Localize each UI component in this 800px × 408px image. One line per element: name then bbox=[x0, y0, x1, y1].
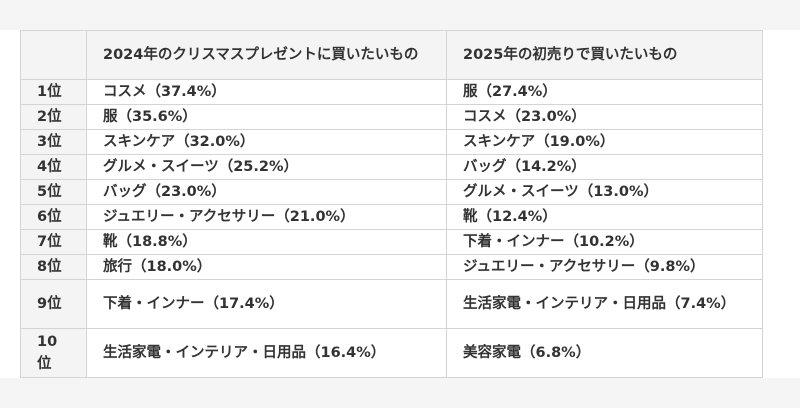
table-row: 10位 生活家電・インテリア・日用品（16.4%） 美容家電（6.8%） bbox=[20, 328, 763, 378]
item-2025-cell: グルメ・スイーツ（13.0%） bbox=[446, 179, 763, 205]
item-2025-cell: 美容家電（6.8%） bbox=[446, 328, 763, 378]
table-header-row: 2024年のクリスマスプレゼントに買いたいもの 2025年の初売りで買いたいもの bbox=[20, 30, 763, 80]
ranking-table: 2024年のクリスマスプレゼントに買いたいもの 2025年の初売りで買いたいもの… bbox=[20, 30, 763, 378]
item-2025-cell: 靴（12.4%） bbox=[446, 204, 763, 230]
item-2024-cell: コスメ（37.4%） bbox=[86, 79, 447, 105]
item-2025-cell: 生活家電・インテリア・日用品（7.4%） bbox=[446, 279, 763, 329]
item-2024-cell: 生活家電・インテリア・日用品（16.4%） bbox=[86, 328, 447, 378]
item-2024-cell: 下着・インナー（17.4%） bbox=[86, 279, 447, 329]
table-row: 3位 スキンケア（32.0%） スキンケア（19.0%） bbox=[20, 129, 763, 155]
item-2025-cell: バッグ（14.2%） bbox=[446, 154, 763, 180]
item-2024-cell: グルメ・スイーツ（25.2%） bbox=[86, 154, 447, 180]
item-2024-cell: 服（35.6%） bbox=[86, 104, 447, 130]
rank-cell: 6位 bbox=[20, 204, 87, 230]
rank-cell: 5位 bbox=[20, 179, 87, 205]
item-2025-cell: ジュエリー・アクセサリー（9.8%） bbox=[446, 254, 763, 280]
table-row: 4位 グルメ・スイーツ（25.2%） バッグ（14.2%） bbox=[20, 154, 763, 180]
item-2024-cell: ジュエリー・アクセサリー（21.0%） bbox=[86, 204, 447, 230]
table-row: 8位 旅行（18.0%） ジュエリー・アクセサリー（9.8%） bbox=[20, 254, 763, 280]
table-row: 9位 下着・インナー（17.4%） 生活家電・インテリア・日用品（7.4%） bbox=[20, 279, 763, 329]
rank-cell: 7位 bbox=[20, 229, 87, 255]
item-2025-cell: 服（27.4%） bbox=[446, 79, 763, 105]
item-2024-cell: 靴（18.8%） bbox=[86, 229, 447, 255]
rank-cell: 10位 bbox=[20, 328, 87, 378]
rank-cell: 2位 bbox=[20, 104, 87, 130]
rank-cell: 9位 bbox=[20, 279, 87, 329]
rank-cell: 4位 bbox=[20, 154, 87, 180]
item-2024-cell: バッグ（23.0%） bbox=[86, 179, 447, 205]
rank-cell: 8位 bbox=[20, 254, 87, 280]
item-2025-cell: スキンケア（19.0%） bbox=[446, 129, 763, 155]
header-rank bbox=[20, 30, 87, 80]
item-2025-cell: 下着・インナー（10.2%） bbox=[446, 229, 763, 255]
item-2024-cell: 旅行（18.0%） bbox=[86, 254, 447, 280]
header-2025-new-year-sale: 2025年の初売りで買いたいもの bbox=[446, 30, 763, 80]
table-row: 1位 コスメ（37.4%） 服（27.4%） bbox=[20, 79, 763, 105]
rank-label: 10位 bbox=[37, 334, 58, 372]
table-row: 6位 ジュエリー・アクセサリー（21.0%） 靴（12.4%） bbox=[20, 204, 763, 230]
table-row: 2位 服（35.6%） コスメ（23.0%） bbox=[20, 104, 763, 130]
header-2024-christmas: 2024年のクリスマスプレゼントに買いたいもの bbox=[86, 30, 447, 80]
table-row: 5位 バッグ（23.0%） グルメ・スイーツ（13.0%） bbox=[20, 179, 763, 205]
rank-cell: 1位 bbox=[20, 79, 87, 105]
table-row: 7位 靴（18.8%） 下着・インナー（10.2%） bbox=[20, 229, 763, 255]
item-2024-cell: スキンケア（32.0%） bbox=[86, 129, 447, 155]
rank-cell: 3位 bbox=[20, 129, 87, 155]
item-2025-cell: コスメ（23.0%） bbox=[446, 104, 763, 130]
